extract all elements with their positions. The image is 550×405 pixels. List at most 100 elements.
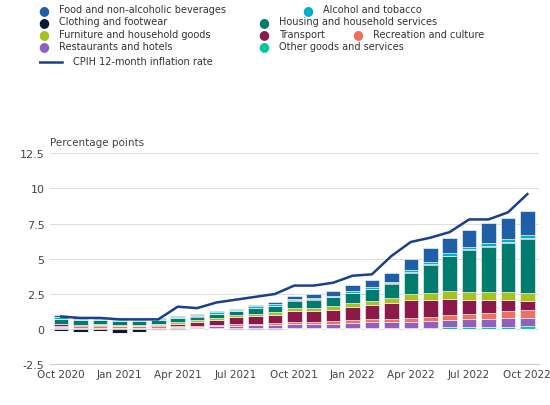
Bar [209,320,224,326]
Bar [287,322,301,324]
Bar [131,328,146,329]
Bar [520,294,535,302]
Bar [267,324,282,325]
Bar [442,256,457,257]
Bar [151,319,166,320]
Bar [423,249,437,262]
Text: ●: ● [39,4,50,17]
Bar [229,325,243,326]
Bar [462,314,476,320]
Bar [306,300,321,308]
Bar [345,324,360,328]
Bar [365,328,380,329]
Bar [229,311,243,315]
Text: Clothing and footwear: Clothing and footwear [59,17,168,27]
Bar [190,327,205,328]
Bar [190,321,205,322]
Bar [326,297,340,298]
Bar [520,239,535,294]
Bar [190,317,205,321]
Bar [520,211,535,235]
Bar [442,254,457,256]
Bar [404,259,418,271]
Bar [326,292,340,296]
Bar [229,315,243,318]
Bar [287,301,301,309]
Bar [170,316,185,317]
Bar [287,324,301,328]
Bar [306,324,321,328]
Bar [287,299,301,301]
Bar [481,313,496,319]
Bar [170,322,185,324]
Bar [345,328,360,329]
Bar [267,328,282,329]
Bar [287,328,301,329]
Bar [112,326,126,328]
Bar [54,328,68,329]
Bar [481,327,496,329]
Bar [93,317,107,319]
Bar [520,235,535,239]
Bar [442,320,457,327]
Text: ●: ● [258,28,270,41]
Bar [404,271,418,273]
Bar [423,317,437,322]
Bar [229,328,243,329]
Bar [462,320,476,327]
Text: Restaurants and hotels: Restaurants and hotels [59,42,173,51]
Bar [209,311,224,313]
Bar [384,298,399,303]
Text: Transport: Transport [279,30,325,39]
Bar [306,308,321,311]
Bar [190,322,205,326]
Bar [248,324,263,325]
Bar [345,291,360,293]
Bar [112,318,126,320]
Bar [326,306,340,310]
Bar [481,246,496,247]
Bar [404,294,418,300]
Bar [442,327,457,329]
Bar [54,324,68,326]
Bar [112,325,126,326]
Bar [306,322,321,324]
Bar [442,299,457,315]
Bar [151,324,166,326]
Bar [73,319,88,320]
Bar [229,329,243,330]
Bar [500,242,515,243]
Text: ●: ● [39,40,50,53]
Bar [326,321,340,324]
Bar [462,327,476,329]
Bar [131,329,146,333]
Bar [151,328,166,329]
Text: ●: ● [39,28,50,41]
Bar [267,303,282,305]
Bar [131,326,146,328]
Bar [54,318,68,319]
Bar [209,313,224,314]
Bar [170,319,185,322]
Bar [481,244,496,246]
Bar [442,292,457,299]
Bar [93,324,107,326]
Text: Furniture and household goods: Furniture and household goods [59,30,211,39]
Bar [520,302,535,310]
Bar [500,292,515,300]
Bar [384,323,399,328]
Bar [209,314,224,318]
Bar [267,313,282,315]
Bar [500,243,515,292]
Bar [248,308,263,314]
Bar [481,319,496,327]
Bar [404,322,418,328]
Bar [326,324,340,328]
Text: ●: ● [258,40,270,53]
Bar [267,329,282,330]
Bar [131,321,146,325]
Bar [73,326,88,328]
Bar [190,314,205,315]
Bar [345,320,360,324]
Bar [248,307,263,308]
